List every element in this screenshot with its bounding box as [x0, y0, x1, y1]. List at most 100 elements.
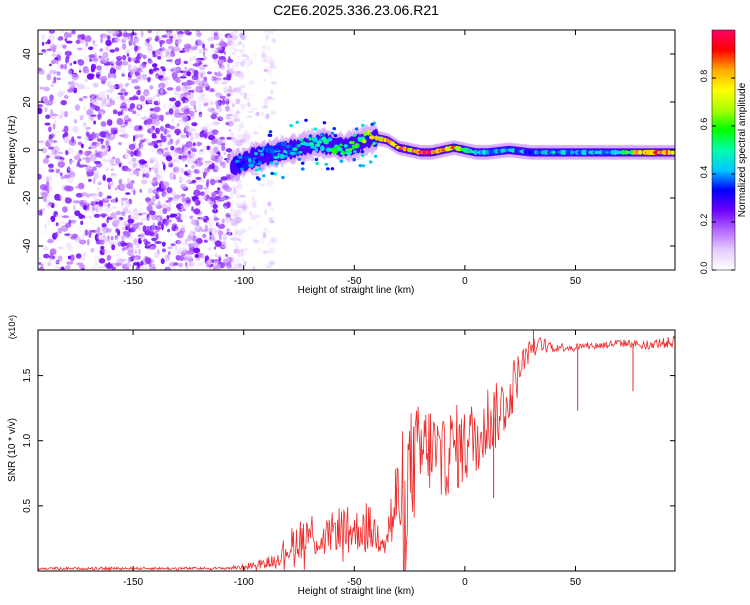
noise-blob [129, 181, 134, 187]
noise-blob [142, 212, 147, 215]
noise-blob [109, 108, 113, 112]
noise-blob [189, 160, 194, 166]
noise-blob [241, 53, 247, 58]
ridge-scatter [267, 133, 272, 137]
noise-blob [116, 96, 122, 103]
noise-blob [165, 111, 170, 116]
ridge-scatter [368, 160, 373, 164]
noise-blob [91, 44, 98, 47]
noise-blob [93, 177, 96, 185]
noise-blob [45, 176, 50, 183]
noise-blob [49, 151, 54, 156]
noise-blob [112, 109, 118, 115]
noise-blob [199, 131, 205, 138]
noise-blob [51, 113, 59, 117]
noise-blob [73, 119, 78, 124]
noise-blob [244, 32, 250, 38]
ridge-scatter [273, 172, 278, 176]
noise-blob [107, 156, 113, 161]
noise-blob [105, 140, 110, 147]
noise-blob [202, 64, 208, 68]
ridge-blob [348, 148, 353, 152]
noise-blob [200, 73, 204, 79]
ridge-scatter [324, 162, 329, 166]
noise-blob [89, 133, 97, 139]
x-tick-label: 0 [462, 276, 468, 287]
noise-blob [126, 35, 134, 42]
noise-blob [71, 151, 79, 157]
noise-blob [77, 59, 85, 66]
noise-blob [246, 67, 250, 73]
noise-blob [184, 238, 188, 245]
noise-blob [68, 32, 72, 38]
noise-blob [160, 258, 165, 265]
noise-blob [195, 176, 202, 180]
noise-blob [90, 142, 97, 150]
ridge-blob [232, 162, 237, 168]
noise-blob [81, 45, 89, 52]
noise-blob [90, 201, 97, 205]
noise-blob [186, 179, 192, 184]
noise-blob [185, 261, 188, 267]
noise-blob [57, 227, 63, 234]
noise-blob [203, 81, 210, 87]
ridge-blob [327, 137, 333, 142]
noise-blob [115, 262, 122, 267]
noise-blob [234, 257, 240, 263]
noise-blob [140, 139, 145, 143]
ridge-scatter [326, 167, 330, 171]
noise-blob [151, 75, 159, 79]
noise-blob [127, 256, 131, 264]
noise-blob [234, 210, 242, 217]
noise-blob [82, 204, 88, 210]
noise-blob [250, 213, 257, 221]
noise-blob [98, 191, 103, 198]
noise-blob [103, 144, 109, 151]
noise-blob [121, 200, 124, 207]
noise-blob [83, 85, 90, 91]
snr-panel: -150 -100 -50 0 50 0.5 1.0 1.5 Height of strai… [7, 315, 676, 597]
noise-blob [58, 137, 63, 143]
noise-blob [238, 134, 243, 139]
noise-blob [67, 69, 72, 76]
noise-blob [120, 88, 126, 93]
noise-blob [54, 266, 60, 269]
noise-blob [157, 190, 163, 198]
noise-blob [39, 208, 46, 212]
noise-blob [182, 116, 189, 123]
noise-blob [220, 230, 224, 236]
noise-blob [235, 98, 241, 105]
noise-blob [235, 202, 243, 208]
noise-blob [164, 123, 171, 129]
noise-blob [110, 235, 114, 241]
noise-blob [157, 248, 160, 256]
noise-blob [38, 140, 45, 143]
noise-blob [166, 186, 173, 194]
ridge-blob [339, 143, 343, 147]
noise-blob [90, 248, 95, 253]
noise-blob [270, 220, 275, 224]
noise-blob [235, 228, 238, 234]
noise-blob [212, 234, 215, 241]
noise-blob [216, 47, 223, 51]
noise-blob [209, 178, 216, 186]
noise-blob [168, 48, 174, 52]
noise-blob [263, 79, 267, 82]
noise-blob [38, 173, 42, 180]
noise-blob [270, 110, 277, 115]
noise-blob [173, 262, 179, 266]
noise-blob [39, 86, 44, 90]
ridge-blob [238, 155, 243, 159]
noise-blob [75, 241, 80, 249]
noise-blob [57, 246, 64, 250]
ridge-scatter [370, 122, 375, 126]
noise-blob [231, 103, 235, 107]
noise-blob [163, 147, 169, 151]
noise-blob [175, 227, 178, 234]
noise-blob [261, 59, 267, 63]
noise-blob [175, 200, 179, 204]
noise-blob [146, 137, 154, 141]
noise-blob [180, 155, 188, 159]
noise-blob [127, 91, 131, 95]
ridge-blob [342, 151, 346, 155]
